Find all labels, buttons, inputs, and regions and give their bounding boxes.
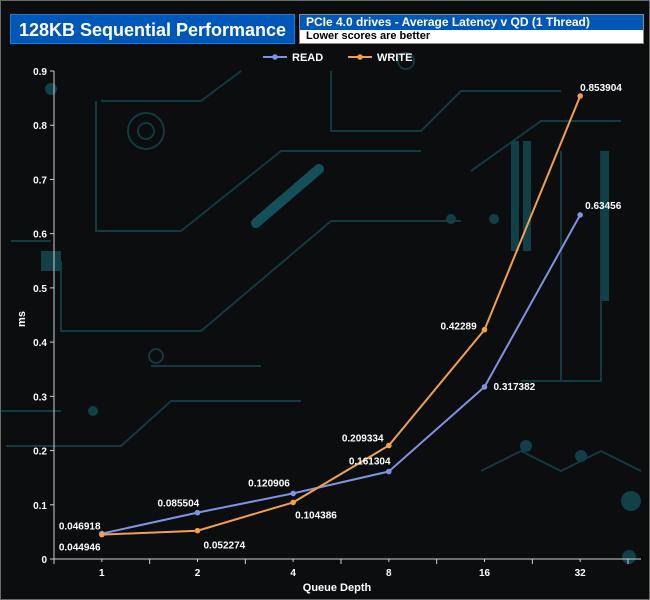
y-tick-label: 0.2 — [33, 447, 47, 458]
read-data-point — [481, 384, 488, 390]
write-data-label: 0.052274 — [204, 541, 246, 552]
x-tick-label: 1 — [99, 568, 105, 579]
write-data-label: 0.853904 — [580, 83, 622, 94]
read-data-point — [386, 468, 392, 475]
read-data-label: 0.63456 — [585, 201, 622, 212]
subtitle-box: PCIe 4.0 drives - Average Latency v QD (… — [299, 14, 644, 44]
x-tick-label: 32 — [575, 568, 587, 579]
read-data-label: 0.120906 — [248, 478, 290, 489]
y-tick-label: 0.1 — [33, 501, 47, 512]
write-data-point — [386, 442, 392, 449]
write-data-label: 0.104386 — [295, 510, 337, 521]
read-data-label: 0.161304 — [349, 457, 391, 468]
y-tick-label: 0.6 — [33, 230, 47, 241]
legend-label-read: READ — [292, 52, 323, 64]
x-tick-label: 16 — [479, 568, 491, 579]
y-tick-label: 0.5 — [33, 284, 47, 295]
write-series-line — [101, 95, 582, 536]
write-data-label: 0.209334 — [342, 433, 384, 444]
x-axis-label: Queue Depth — [303, 582, 372, 594]
write-data-label: 0.42289 — [441, 322, 478, 333]
y-tick-label: 0.7 — [33, 175, 47, 186]
read-data-point — [577, 212, 583, 218]
write-data-point — [481, 326, 488, 333]
read-data-label: 0.046918 — [59, 522, 101, 533]
read-data-point — [194, 509, 201, 516]
y-tick-label: 0.8 — [33, 121, 47, 132]
x-tick-label: 4 — [290, 568, 296, 579]
read-data-point — [290, 490, 296, 497]
y-axis-label: ms — [16, 311, 28, 327]
y-tick-label: 0.9 — [33, 67, 47, 78]
read-data-label: 0.317382 — [494, 382, 536, 393]
x-tick-label: 2 — [195, 568, 201, 579]
legend-label-write: WRITE — [377, 52, 412, 64]
write-data-point — [577, 93, 583, 99]
x-tick-label: 8 — [386, 568, 392, 579]
y-tick-label: 0 — [41, 555, 47, 566]
chart-note: Lower scores are better — [300, 30, 643, 43]
y-tick-label: 0.4 — [33, 338, 47, 349]
write-data-point — [194, 527, 201, 534]
write-data-point — [99, 531, 105, 538]
read-series-line — [101, 214, 582, 535]
y-tick-label: 0.3 — [33, 392, 47, 403]
chart-subtitle: PCIe 4.0 drives - Average Latency v QD (… — [300, 15, 643, 30]
legend-marker-read — [272, 54, 278, 60]
write-data-label: 0.044946 — [59, 543, 101, 554]
read-data-label: 0.085504 — [158, 499, 200, 510]
legend-marker-write — [357, 54, 363, 60]
write-data-point — [290, 499, 296, 506]
chart-title: 128KB Sequential Performance — [10, 14, 295, 44]
